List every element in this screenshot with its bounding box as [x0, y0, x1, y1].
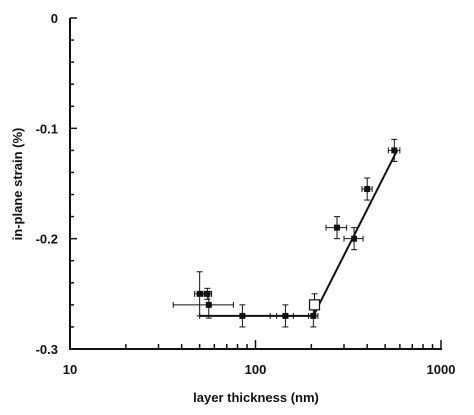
x-tick-label: 10 [63, 362, 77, 377]
data-point [343, 227, 364, 251]
filled-square-marker [204, 290, 211, 297]
filled-square-marker [282, 312, 289, 319]
filled-square-marker [196, 290, 203, 297]
y-tick-label: -0.2 [36, 232, 58, 247]
x-axis-title: layer thickness (nm) [193, 390, 319, 405]
data-point [387, 138, 401, 162]
tick-labels-group: 0 -0.1 -0.2 -0.3 10 100 1000 [36, 11, 456, 377]
filled-square-marker [391, 147, 398, 154]
open-square-marker [308, 299, 321, 311]
data-point [325, 216, 348, 240]
y-tick-label: 0 [51, 11, 58, 26]
y-axis-title: in-plane strain (%) [10, 128, 25, 241]
y-tick-label: -0.3 [36, 342, 58, 357]
data-point [361, 177, 373, 201]
data-point [276, 304, 294, 328]
data-point [199, 304, 271, 328]
y-tick-label: -0.1 [36, 121, 58, 136]
filled-square-marker [333, 224, 340, 231]
data-point [308, 293, 321, 317]
data-points-group [172, 138, 401, 328]
filled-square-marker [364, 186, 371, 193]
ticks-group [69, 17, 442, 350]
data-point [172, 291, 234, 319]
filled-square-marker [239, 312, 246, 319]
filled-square-marker [351, 235, 358, 242]
filled-square-marker [205, 301, 212, 308]
x-tick-label: 100 [245, 362, 267, 377]
x-tick-label: 1000 [427, 362, 456, 377]
